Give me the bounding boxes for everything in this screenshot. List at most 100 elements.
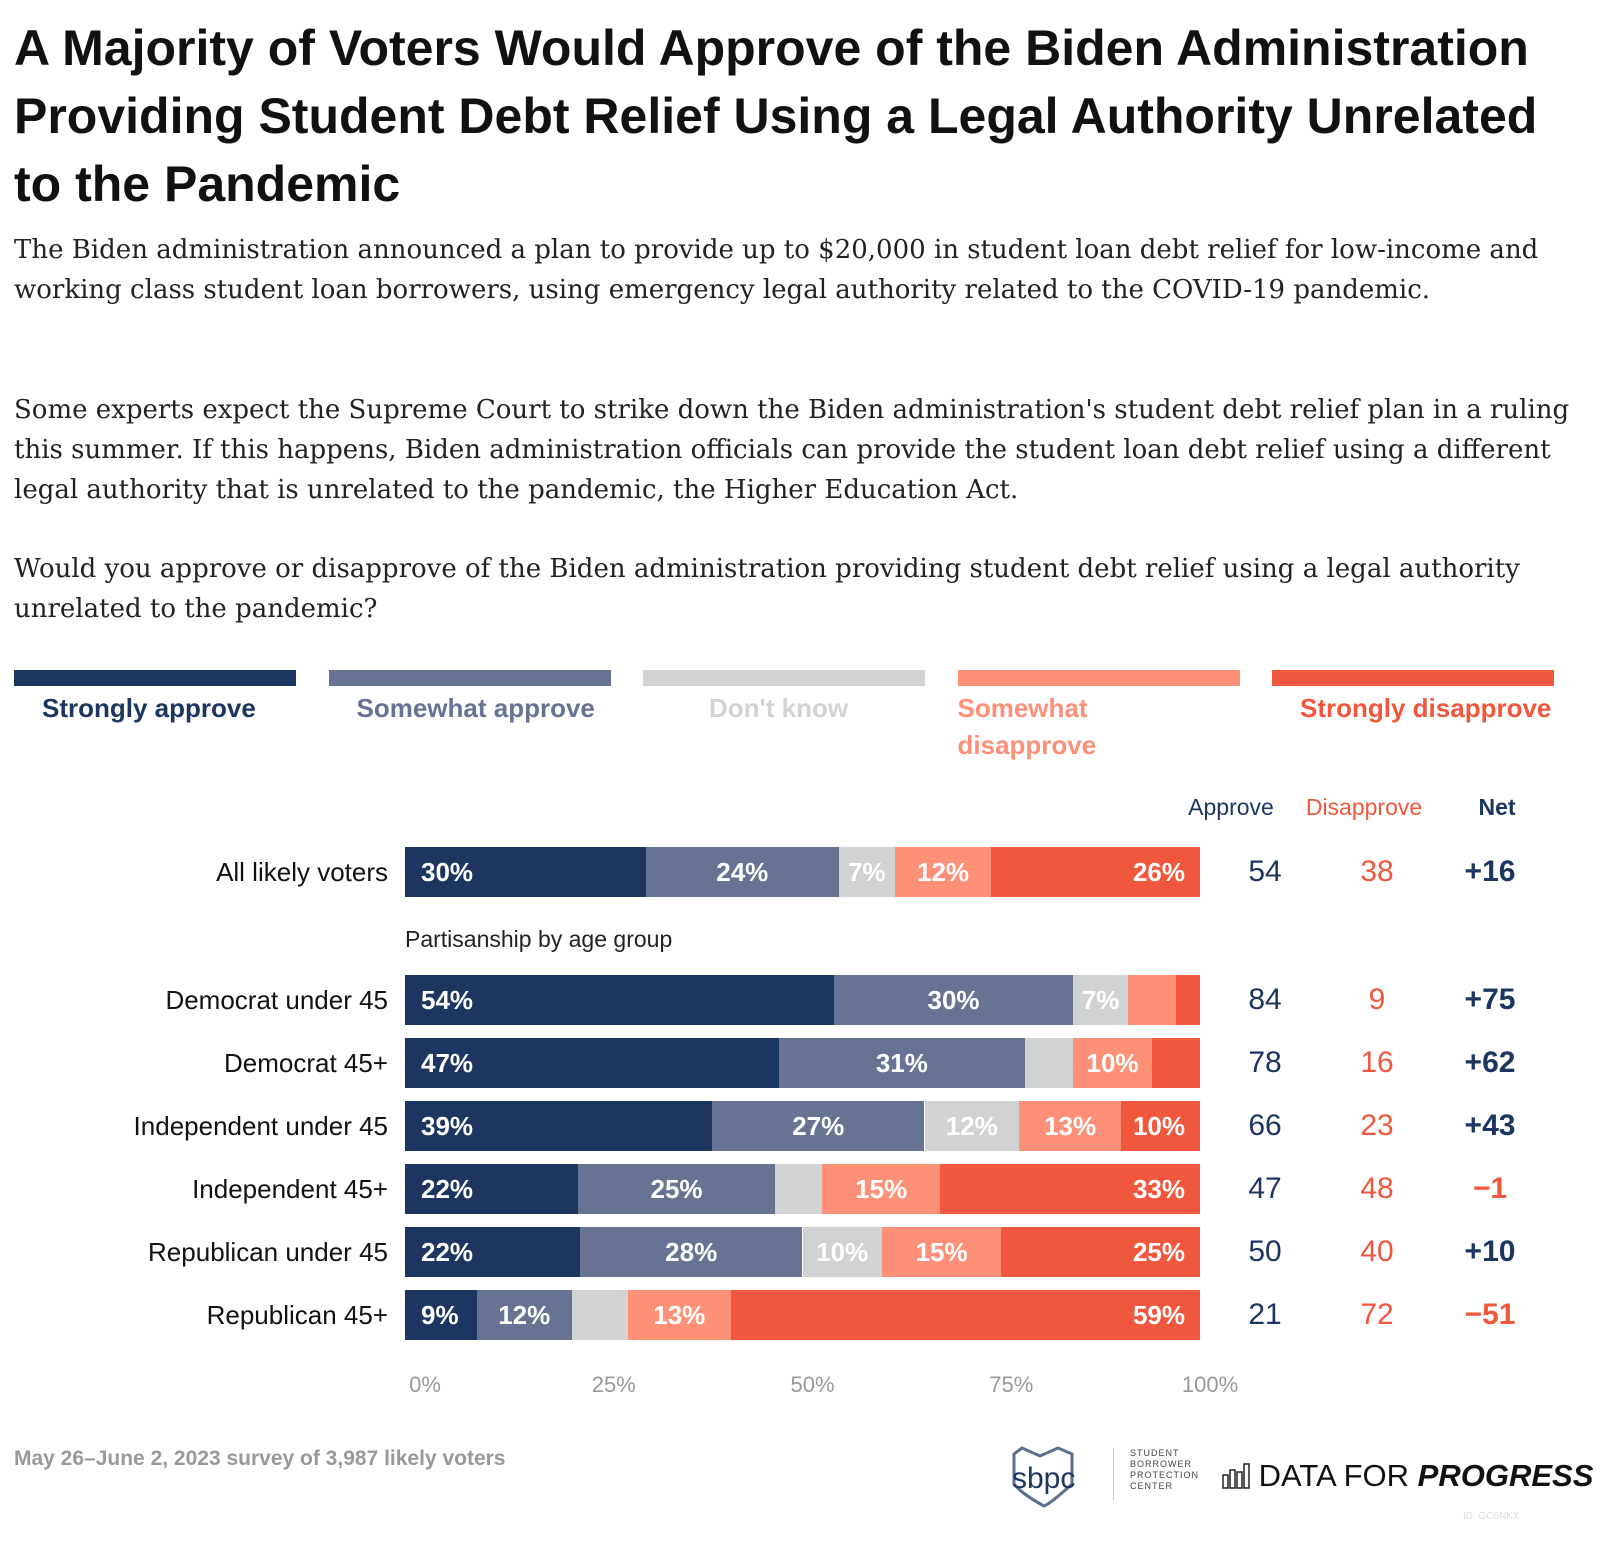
disapprove-value: 9 bbox=[1368, 983, 1386, 1016]
x-tick-label: 25% bbox=[591, 1372, 636, 1397]
net-value: +75 bbox=[1464, 983, 1516, 1016]
data-for-progress-logo: DATA FOR PROGRESS bbox=[1222, 1458, 1593, 1494]
row-label: Republican under 45 bbox=[148, 1237, 388, 1267]
bar-segment-strongly-approve bbox=[405, 1164, 579, 1214]
approve-value: 47 bbox=[1248, 1172, 1282, 1205]
bar-segment-strongly-disapprove bbox=[1152, 1038, 1200, 1088]
source-note: May 26–June 2, 2023 survey of 3,987 like… bbox=[14, 1447, 506, 1470]
bar-segment-strongly-disapprove bbox=[940, 1164, 1200, 1214]
sbpc-text-1: STUDENT bbox=[1130, 1448, 1180, 1458]
bar-data-label: 47% bbox=[421, 1048, 474, 1078]
bar-segment-somewhat-approve bbox=[645, 847, 839, 897]
bar-segment-strongly-disapprove bbox=[730, 1290, 1200, 1340]
legend-label: Somewhat approve bbox=[356, 693, 595, 723]
net-value: +62 bbox=[1464, 1046, 1516, 1079]
bar-chart-icon bbox=[1222, 1463, 1250, 1489]
row-label: Democrat 45+ bbox=[223, 1048, 388, 1078]
legend-swatch bbox=[957, 670, 1240, 686]
bar-data-label: 31% bbox=[875, 1048, 928, 1078]
approve-value: 66 bbox=[1248, 1109, 1282, 1142]
bar-data-label: 12% bbox=[498, 1300, 551, 1330]
x-tick-label: 100% bbox=[1181, 1372, 1239, 1397]
net-value: +43 bbox=[1464, 1109, 1516, 1142]
bar-data-label: 13% bbox=[653, 1300, 706, 1330]
section-label: Partisanship by age group bbox=[405, 926, 673, 952]
bar-segment-don-t-know bbox=[838, 847, 895, 897]
logo-text-progress: PROGRESS bbox=[1417, 1458, 1594, 1493]
x-tick-label: 0% bbox=[409, 1372, 441, 1397]
bar-data-label: 12% bbox=[917, 857, 970, 887]
bar-data-label: 15% bbox=[855, 1174, 908, 1204]
bar-segment-don-t-know bbox=[802, 1227, 882, 1277]
approve-value: 50 bbox=[1248, 1235, 1282, 1268]
bar-segment-somewhat-disapprove bbox=[822, 1164, 941, 1214]
bar-data-label: 27% bbox=[792, 1111, 845, 1141]
approve-value: 21 bbox=[1248, 1298, 1282, 1331]
approve-value: 84 bbox=[1248, 983, 1282, 1016]
bar-segment-don-t-know bbox=[571, 1290, 628, 1340]
disapprove-column-header: Disapprove bbox=[1305, 794, 1423, 820]
bar-segment-somewhat-disapprove bbox=[882, 1227, 1002, 1277]
bar-data-label: 24% bbox=[716, 857, 769, 887]
bar-segment-strongly-approve bbox=[405, 975, 835, 1025]
x-tick-label: 75% bbox=[989, 1372, 1034, 1397]
x-tick-label: 50% bbox=[790, 1372, 835, 1397]
row-label: Independent under 45 bbox=[133, 1111, 388, 1141]
row-label: Democrat under 45 bbox=[165, 985, 388, 1015]
legend-label: Don't know bbox=[709, 693, 849, 723]
bar-segment-somewhat-approve bbox=[476, 1290, 572, 1340]
bar-segment-strongly-approve bbox=[405, 847, 646, 897]
bar-data-label: 25% bbox=[650, 1174, 703, 1204]
bar-data-label: 7% bbox=[1081, 985, 1120, 1015]
bar-data-label: 25% bbox=[1132, 1237, 1185, 1267]
bar-segment-somewhat-approve bbox=[579, 1227, 803, 1277]
bar-data-label: 10% bbox=[816, 1237, 869, 1267]
logo-text-data-for: DATA FOR bbox=[1258, 1458, 1410, 1493]
bar-segment-strongly-disapprove bbox=[1176, 975, 1200, 1025]
bar-segment-strongly-disapprove bbox=[1001, 1227, 1200, 1277]
bar-segment-don-t-know bbox=[1072, 975, 1129, 1025]
legend-swatch bbox=[1272, 670, 1554, 686]
bar-data-label: 33% bbox=[1132, 1174, 1185, 1204]
legend-swatch bbox=[643, 670, 925, 686]
row-label: All likely voters bbox=[216, 857, 388, 887]
sbpc-logo: sbpc STUDENT BORROWER PROTECTION CENTER bbox=[1010, 1444, 1210, 1508]
sbpc-text-3: PROTECTION bbox=[1130, 1470, 1200, 1480]
net-value: −1 bbox=[1472, 1172, 1508, 1205]
bar-data-label: 10% bbox=[1132, 1111, 1185, 1141]
bar-segment-somewhat-disapprove bbox=[894, 847, 992, 897]
bar-segment-strongly-approve bbox=[405, 1290, 477, 1340]
bar-data-label: 7% bbox=[847, 857, 886, 887]
legend-label: Strongly disapprove bbox=[1300, 693, 1552, 723]
bar-segment-somewhat-disapprove bbox=[1018, 1101, 1122, 1151]
bar-segment-don-t-know bbox=[924, 1101, 1019, 1151]
net-value: +10 bbox=[1464, 1235, 1516, 1268]
bar-data-label: 15% bbox=[915, 1237, 968, 1267]
net-column-header: Net bbox=[1478, 794, 1516, 820]
bar-segment-strongly-approve bbox=[405, 1038, 779, 1088]
bar-segment-don-t-know bbox=[774, 1164, 823, 1214]
net-value: −51 bbox=[1464, 1298, 1516, 1331]
bar-data-label: 26% bbox=[1132, 857, 1185, 887]
disapprove-value: 72 bbox=[1360, 1298, 1394, 1331]
bar-segment-somewhat-approve bbox=[578, 1164, 775, 1214]
sbpc-text-4: CENTER bbox=[1130, 1481, 1174, 1491]
bar-segment-strongly-approve bbox=[405, 1101, 712, 1151]
bar-data-label: 13% bbox=[1044, 1111, 1097, 1141]
chart-title: A Majority of Voters Would Approve of th… bbox=[14, 20, 1538, 212]
sbpc-shield-icon: sbpc bbox=[1012, 1446, 1075, 1508]
approve-column-header: Approve bbox=[1188, 794, 1274, 820]
bar-data-label: 59% bbox=[1132, 1300, 1185, 1330]
bar-segment-somewhat-approve bbox=[778, 1038, 1026, 1088]
intro-paragraph: The Biden administration announced a pla… bbox=[14, 235, 1539, 305]
bar-data-label: 39% bbox=[421, 1111, 474, 1141]
approve-value: 78 bbox=[1248, 1046, 1282, 1079]
legend-label: Somewhat disapprove bbox=[957, 693, 1097, 760]
bar-segment-somewhat-disapprove bbox=[1072, 1038, 1153, 1088]
bar-segment-strongly-approve bbox=[405, 1227, 580, 1277]
bar-segment-strongly-disapprove bbox=[991, 847, 1200, 897]
bar-data-label: 12% bbox=[945, 1111, 998, 1141]
bar-segment-somewhat-disapprove bbox=[1128, 975, 1177, 1025]
bar-data-label: 22% bbox=[421, 1174, 474, 1204]
bar-segment-strongly-disapprove bbox=[1121, 1101, 1200, 1151]
